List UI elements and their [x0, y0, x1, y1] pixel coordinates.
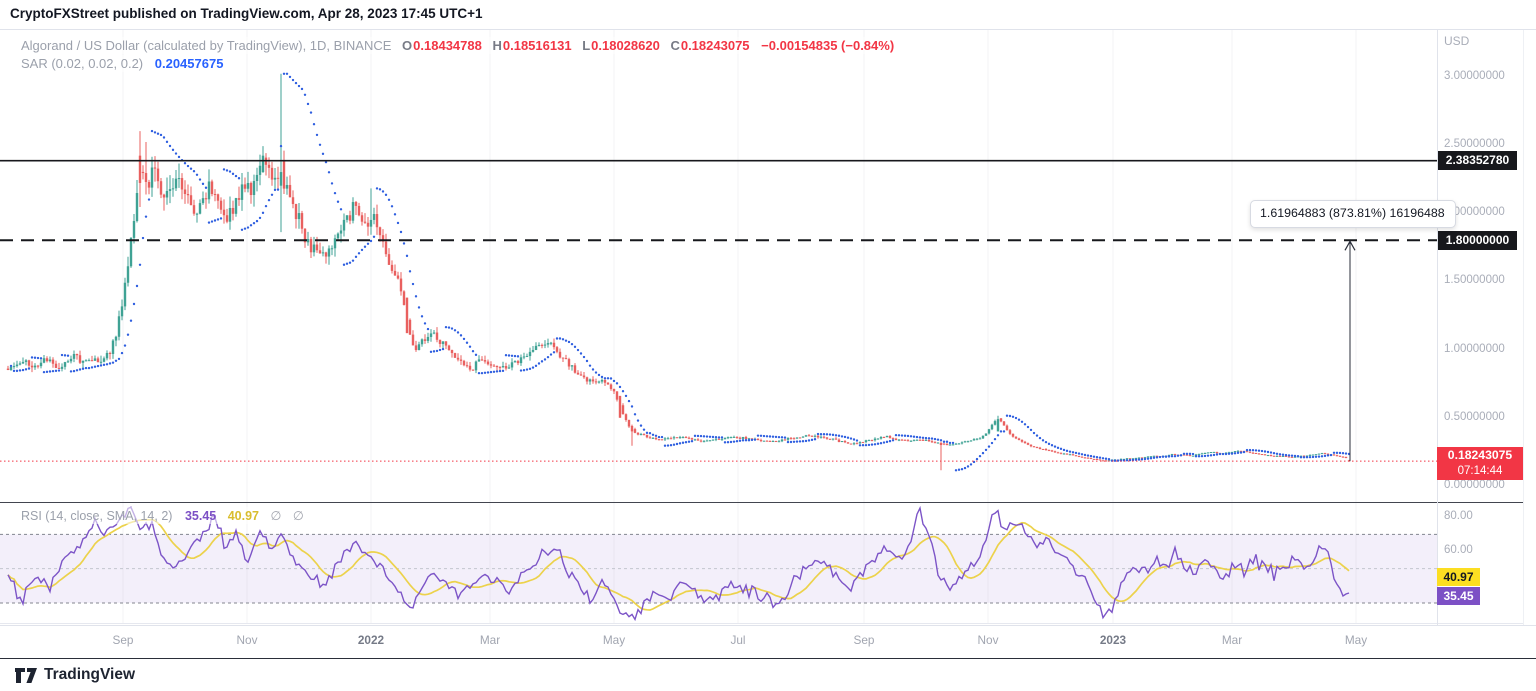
- time-axis-label: May: [602, 633, 626, 647]
- footer-separator: [0, 658, 1536, 659]
- pane-separator[interactable]: [0, 502, 1523, 503]
- time-axis-label: May: [1344, 633, 1368, 647]
- time-axis-label: Sep: [853, 633, 875, 647]
- axis-right-border: [1523, 30, 1524, 655]
- measurement-tooltip: 1.61964883 (873.81%) 16196488: [1250, 200, 1456, 228]
- time-axis-label: 2023: [1099, 633, 1127, 647]
- sar-legend: SAR (0.02, 0.02, 0.2) 0.20457675: [17, 55, 228, 72]
- high-value: 0.18516131: [502, 38, 572, 53]
- time-axis-label: Nov: [236, 633, 258, 647]
- low-value: 0.18028620: [591, 38, 660, 53]
- time-axis-label: Mar: [1221, 633, 1243, 647]
- high-label: H: [492, 38, 502, 53]
- price-tick-label: 3.00000000: [1444, 69, 1505, 82]
- symbol-legend: Algorand / US Dollar (calculated by Trad…: [17, 37, 899, 54]
- last-price-value: 0.18243075: [1447, 448, 1513, 462]
- time-axis[interactable]: Sep Nov 2022 Mar May Jul Sep Nov 2023 Mar May: [0, 625, 1536, 656]
- rsi-null-2: ∅: [292, 509, 304, 523]
- currency-label: USD: [1444, 34, 1470, 48]
- price-axis-separator: [1437, 30, 1438, 655]
- symbol-title: Algorand / US Dollar (calculated by Trad…: [21, 38, 392, 53]
- price-tick-label: 0.50000000: [1444, 410, 1505, 423]
- price-tick-label: 0.00000000: [1444, 479, 1505, 491]
- time-axis-label: 2022: [357, 633, 385, 647]
- rsi-bottom-border: [0, 623, 1523, 624]
- widget-top-border: [0, 29, 1536, 30]
- low-label: L: [582, 38, 591, 53]
- tradingview-logo-icon[interactable]: [14, 667, 39, 684]
- price-tick-label: 2.50000000: [1444, 137, 1505, 150]
- price-tick-label: 1.50000000: [1444, 274, 1505, 287]
- level-lines[interactable]: [0, 159, 1437, 462]
- bar-countdown: 07:14:44: [1457, 465, 1503, 477]
- open-value: 0.18434788: [413, 38, 482, 53]
- sar-value: 0.20457675: [154, 56, 224, 71]
- sar-label: SAR (0.02, 0.02, 0.2): [21, 56, 144, 71]
- rsi-null-1: ∅: [270, 509, 282, 523]
- rsi-pane-canvas[interactable]: [0, 503, 1437, 623]
- rsi-tick-label: 80.00: [1444, 510, 1473, 523]
- publish-note: CryptoFXStreet published on TradingView.…: [10, 6, 483, 21]
- measurement-arrow[interactable]: [1344, 240, 1356, 462]
- rsi-label: RSI (14, close, SMA, 14, 2): [21, 509, 173, 523]
- candles-series: [6, 73, 1351, 471]
- rsi-value-badge: 35.45: [1437, 587, 1480, 605]
- gridlines: [122, 30, 1357, 502]
- rsi-sma-line: [7, 518, 1350, 611]
- sar-dots-series: [9, 72, 1351, 472]
- price-pane-canvas[interactable]: [0, 30, 1437, 502]
- rsi-sma-value: 40.97: [227, 509, 259, 523]
- rsi-tick-label: 60.00: [1444, 544, 1473, 557]
- price-tick-label: 1.00000000: [1444, 342, 1505, 355]
- last-price-badge: 0.18243075 07:14:44: [1437, 447, 1523, 480]
- level-mid-badge: 1.80000000: [1438, 231, 1517, 250]
- close-label: C: [670, 38, 680, 53]
- rsi-value: 35.45: [184, 509, 217, 523]
- close-value: 0.18243075: [680, 38, 750, 53]
- time-axis-label: Jul: [730, 633, 746, 647]
- level-high-badge: 2.38352780: [1438, 151, 1517, 170]
- tradingview-brand[interactable]: TradingView: [44, 666, 136, 683]
- open-label: O: [402, 38, 413, 53]
- time-axis-label: Sep: [112, 633, 134, 647]
- footer: TradingView: [0, 660, 1536, 691]
- time-axis-label: Nov: [977, 633, 999, 647]
- rsi-sma-badge: 40.97: [1437, 568, 1480, 586]
- time-axis-label: Mar: [479, 633, 501, 647]
- rsi-legend: RSI (14, close, SMA, 14, 2) 35.45 40.97 …: [17, 507, 308, 524]
- change-value: −0.00154835 (−0.84%): [761, 38, 895, 53]
- rsi-line: [7, 505, 1350, 622]
